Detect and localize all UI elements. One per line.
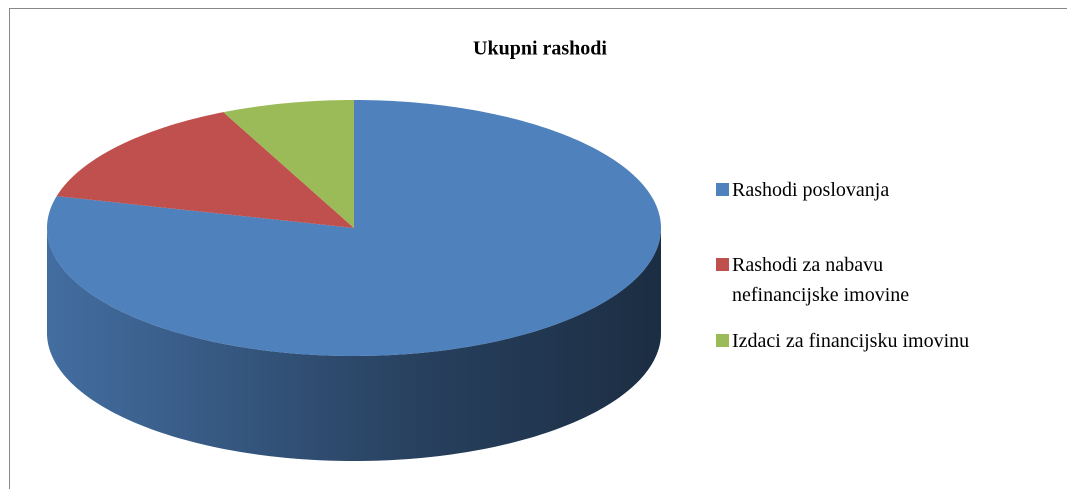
legend-label: Rashodi za nabavu nefinancijske imovine [732, 254, 910, 306]
legend-swatch [716, 183, 729, 196]
legend-item: Rashodi za nabavu nefinancijske imovine [716, 250, 992, 310]
chart-title: Ukupni rashodi [473, 38, 607, 60]
pie-slice [47, 100, 661, 356]
legend-label: Izdaci za financijsku imovinu [732, 330, 970, 352]
pie-slice [223, 100, 354, 228]
legend-label: Rashodi poslovanja [732, 179, 890, 201]
legend-item: Rashodi poslovanja [716, 175, 1032, 205]
pie-slice [56, 112, 355, 228]
pie-side-shade [47, 228, 661, 461]
chart-border [9, 8, 1067, 489]
legend-swatch [716, 258, 729, 271]
legend-item: Izdaci za financijsku imovinu [716, 326, 1032, 356]
legend-swatch [716, 334, 729, 347]
